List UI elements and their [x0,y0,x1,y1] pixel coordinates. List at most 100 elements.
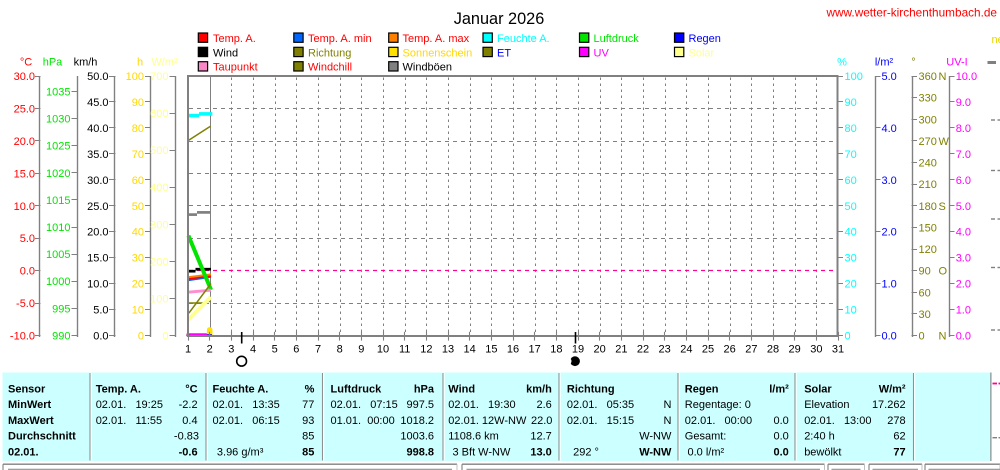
svg-text:26: 26 [724,344,736,356]
svg-text:330: 330 [919,93,937,105]
svg-text:4.0: 4.0 [956,227,971,239]
svg-text:14: 14 [464,344,476,356]
svg-text:W-NW: W-NW [639,431,672,443]
svg-text:30.0: 30.0 [14,71,35,83]
svg-text:40: 40 [845,227,857,239]
svg-text:990: 990 [52,330,70,342]
svg-text:3.0: 3.0 [882,175,897,187]
svg-text:300: 300 [150,219,168,231]
svg-text:2.0: 2.0 [956,279,971,291]
svg-text:3.96 g/m³: 3.96 g/m³ [217,446,264,458]
svg-text:W-NW: W-NW [639,446,672,458]
svg-text:hPa: hPa [414,384,435,396]
svg-text:N: N [663,415,671,427]
svg-text:0.0: 0.0 [774,446,789,458]
svg-text:15: 15 [485,344,497,356]
svg-text:5: 5 [272,344,278,356]
svg-text:17.262: 17.262 [872,399,906,411]
svg-text:Elevation: Elevation [804,399,849,411]
svg-text:995: 995 [52,303,70,315]
svg-text:18: 18 [550,344,562,356]
svg-text:15.0: 15.0 [87,253,108,265]
svg-text:7.0: 7.0 [956,149,971,161]
svg-text:3 Bft W-NW: 3 Bft W-NW [453,446,511,458]
svg-text:5.0: 5.0 [882,71,897,83]
svg-text:93: 93 [302,415,314,427]
svg-text:1018.2: 1018.2 [400,415,434,427]
svg-text:Windböen: Windböen [403,62,453,74]
svg-text:km/h: km/h [526,384,552,396]
svg-text:22: 22 [637,344,649,356]
svg-text:278: 278 [887,415,905,427]
svg-text:Temp. A. max: Temp. A. max [403,33,470,45]
svg-text:01.01. 00:00: 01.01. 00:00 [331,415,395,427]
svg-text:24: 24 [680,344,692,356]
svg-text:240: 240 [919,158,937,170]
svg-text:85: 85 [302,431,314,443]
svg-text:30: 30 [845,253,857,265]
svg-text:22.0: 22.0 [531,415,552,427]
svg-text:W/m²: W/m² [151,57,178,69]
svg-text:8: 8 [337,344,343,356]
svg-text:l/m²: l/m² [875,57,894,69]
svg-text:UV-I: UV-I [946,57,967,69]
svg-text:02.01. 15:15: 02.01. 15:15 [567,415,634,427]
svg-text:10.0: 10.0 [956,71,977,83]
svg-text:9: 9 [358,344,364,356]
svg-text:°C: °C [20,57,32,69]
svg-text:-0.83: -0.83 [174,431,199,443]
svg-text:bewölkt: bewölkt [804,446,841,458]
svg-text:2: 2 [207,344,213,356]
svg-text:Temp. A.: Temp. A. [96,384,141,396]
svg-text:W: W [939,136,950,148]
svg-text:998.8: 998.8 [406,446,434,458]
svg-text:20.0: 20.0 [14,136,35,148]
svg-text:Regentage: 0: Regentage: 0 [685,399,751,411]
svg-text:1.0: 1.0 [956,305,971,317]
svg-text:21: 21 [615,344,627,356]
svg-text:6: 6 [293,344,299,356]
svg-text:180: 180 [919,201,937,213]
svg-text:1005: 1005 [46,249,70,261]
svg-text:Feuchte A.: Feuchte A. [213,384,269,396]
svg-text:02.01. 13:35: 02.01. 13:35 [213,399,280,411]
svg-text:1025: 1025 [46,141,70,153]
svg-text:70: 70 [132,149,144,161]
svg-text:Solar: Solar [689,47,715,59]
svg-text:45.0: 45.0 [87,97,108,109]
svg-text:77: 77 [302,399,314,411]
svg-text:ET: ET [497,47,511,59]
svg-text:Sonnenschein: Sonnenschein [403,47,473,59]
svg-text:1003.6: 1003.6 [400,431,434,443]
svg-text:ne: ne [992,34,1000,46]
svg-text:Windchill: Windchill [308,62,352,74]
svg-text:1: 1 [185,344,191,356]
svg-text:02.01. 13:00: 02.01. 13:00 [804,415,871,427]
svg-text:40: 40 [132,227,144,239]
svg-text:02.01.: 02.01. [8,446,39,458]
svg-text:5.0: 5.0 [93,305,108,317]
svg-text:Durchschnitt: Durchschnitt [8,431,76,443]
svg-text:6.0: 6.0 [956,175,971,187]
svg-text:70: 70 [845,149,857,161]
svg-text:1108.6 km: 1108.6 km [448,431,499,443]
svg-text:0.0: 0.0 [774,431,789,443]
svg-text:23: 23 [659,344,671,356]
svg-text:30: 30 [810,344,822,356]
svg-text:-10.0: -10.0 [10,331,35,343]
svg-text:100: 100 [126,71,144,83]
svg-text:20: 20 [845,279,857,291]
svg-text:1030: 1030 [46,114,70,126]
svg-text:10: 10 [377,344,389,356]
svg-text:Richtung: Richtung [567,384,615,396]
svg-text:1.0: 1.0 [882,279,897,291]
svg-text:8.0: 8.0 [956,123,971,135]
svg-text:77: 77 [893,446,905,458]
svg-text:Gesamt:: Gesamt: [685,431,727,443]
svg-text:02.01. 00:00: 02.01. 00:00 [685,415,752,427]
svg-text:1015: 1015 [46,195,70,207]
svg-text:62: 62 [893,431,905,443]
svg-text:5.0: 5.0 [20,233,35,245]
svg-text:Luftdruck: Luftdruck [594,33,640,45]
svg-text:25.0: 25.0 [14,103,35,115]
